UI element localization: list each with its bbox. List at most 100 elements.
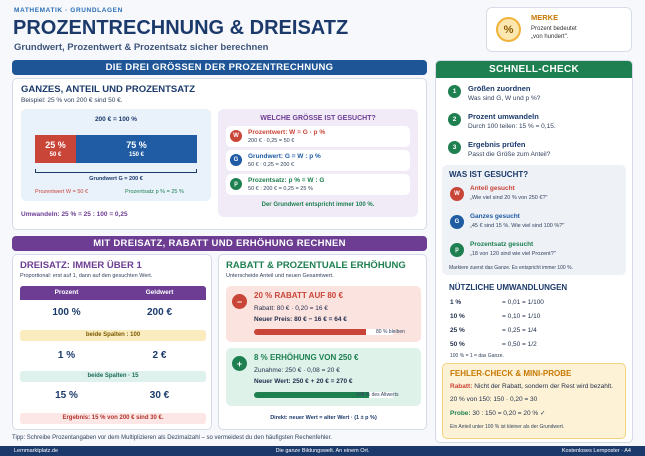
formula-row-prozentwert: W Prozentwert: W = G · p % 200 € · 0,25 … (226, 126, 410, 147)
step-2-sub: Durch 100 teilen: 15 % = 0,15. (468, 123, 556, 130)
step-3-sub: Passt die Größe zum Anteil? (468, 151, 551, 158)
section-bar-dreisatz: MIT DREISATZ, RABATT UND ERHÖHUNG RECHNE… (12, 236, 427, 251)
w-icon: W (230, 130, 242, 142)
fehler-line-3: Probe: 30 : 150 = 0,20 = 20 % ✓ (450, 409, 545, 417)
step-1-title: Größen zuordnen (468, 84, 531, 93)
conv-row-4-b: = 0,50 = 1/2 (502, 341, 537, 348)
segment-anteil-pct: 25 % (45, 140, 66, 150)
bar-segment-anteil: 25 % 50 € (35, 135, 76, 163)
conv-row-2-b: = 0,10 = 1/10 (502, 313, 541, 320)
formula-row-grundwert: G Grundwert: G = W : p % 50 € : 0,25 = 2… (226, 150, 410, 171)
rabatt-progress-fill (254, 329, 366, 335)
formula-title: Grundwert: G = W : p % (248, 153, 321, 160)
dreisatz-heading: DREISATZ: IMMER ÜBER 1 (20, 260, 142, 271)
footer-left[interactable]: Lernmarktplatz.de (14, 448, 59, 454)
rabatt-sub: Unterscheide Anteil und neuen Gesamtwert… (226, 273, 334, 279)
formula-example: 200 € · 0,25 = 50 € (248, 138, 295, 144)
fehler-note: Ein Anteil unter 100 % ist kleiner als d… (450, 424, 565, 430)
formula-title: Prozentwert: W = G · p % (248, 129, 326, 136)
rabatt-title: 20 % RABATT AUF 80 € (254, 291, 343, 300)
gesucht-ganzes-sub: „45 € sind 15 %. Wie viel sind 100 %?" (470, 223, 565, 229)
umwandlungen-title: NÜTZLICHE UMWANDLUNGEN (449, 283, 568, 292)
segment-rest-pct: 75 % (126, 140, 147, 150)
cell-r1-geld: 200 € (146, 307, 173, 318)
minus-icon: − (232, 294, 247, 309)
cell-r3-prozent: 15 % (55, 390, 78, 401)
conv-row-1-b: = 0,01 = 1/100 (502, 299, 544, 306)
fehler-line-1-key: Rabatt: (450, 383, 473, 390)
percent-icon: % (496, 17, 521, 42)
step-1-icon: 1 (448, 85, 461, 98)
step-2-title: Prozent umwandeln (468, 112, 539, 121)
conv-row-2-a: 10 % (450, 313, 465, 320)
erhoehung-example: + 8 % ERHÖHUNG VON 250 € Zunahme: 250 € … (226, 348, 421, 406)
kicker: MATHEMATIK · GRUNDLAGEN (14, 7, 123, 14)
segment-anteil-value: 50 € (49, 152, 62, 158)
plus-icon: + (232, 356, 247, 371)
step-multiply: beide Spalten · 15 (20, 371, 206, 382)
section-bar-groessen: DIE DREI GRÖSSEN DER PROZENTRECHNUNG (12, 60, 427, 75)
formula-example: 50 € : 0,25 = 200 € (248, 162, 295, 168)
merke-text: Prozent bedeutet „von hundert". (531, 25, 629, 41)
merke-title: MERKE (531, 13, 559, 22)
grundwert-note: Der Grundwert entspricht immer 100 %. (261, 202, 375, 208)
erhoehung-progress-label: 108 % des Altwerts (356, 392, 399, 398)
p-icon: p (450, 243, 464, 257)
gesucht-title: WAS IST GESUCHT? (449, 170, 529, 179)
fehler-line-3-val: 30 : 150 = 0,20 = 20 % ✓ (472, 410, 546, 417)
umwandlungen-box: NÜTZLICHE UMWANDLUNGEN 1 % = 0,01 = 1/10… (442, 281, 626, 359)
formula-example: 50 € : 200 € = 0,25 = 25 % (248, 186, 313, 192)
step-1-sub: Was sind G, W und p %? (468, 95, 541, 102)
cell-r2-prozent: 1 % (57, 350, 76, 361)
groessen-heading: GANZES, ANTEIL UND PROZENTSATZ (21, 84, 195, 95)
conv-note: 100 % = 1 = das Ganze. (450, 353, 504, 359)
gesucht-note: Markiere zuerst das Ganze. Es entspricht… (449, 265, 573, 271)
grundwert-label: Grundwert G = 200 € (89, 176, 143, 182)
tip-line: Tipp: Schreibe Prozentangaben vor dem Mu… (12, 435, 332, 441)
p-icon: p (230, 178, 242, 190)
gesucht-ganzes-title: Ganzes gesucht (470, 213, 520, 220)
erhoehung-line-2: Neuer Wert: 250 € + 20 € = 270 € (254, 378, 353, 385)
step-2-icon: 2 (448, 113, 461, 126)
rabatt-panel: RABATT & PROZENTUALE ERHÖHUNG Unterschei… (218, 254, 427, 430)
conv-row-4-a: 50 % (450, 341, 465, 348)
step-3-title: Ergebnis prüfen (468, 140, 526, 149)
g-icon: G (230, 154, 242, 166)
bar-model: 200 € = 100 % 25 % 50 € 75 % 150 € Grund… (21, 109, 211, 201)
rabatt-line-1: Rabatt: 80 € · 0,20 = 16 € (254, 305, 328, 312)
bar-model-total: 200 € = 100 % (94, 116, 138, 123)
segment-rest-value: 150 € (128, 152, 144, 158)
formula-row-prozentsatz: p Prozentsatz: p % = W : G 50 € : 200 € … (226, 174, 410, 195)
conv-row-3-a: 25 % (450, 327, 465, 334)
step-3-icon: 3 (448, 141, 461, 154)
erhoehung-line-1: Zunahme: 250 € · 0,08 = 20 € (254, 367, 340, 374)
cell-r3-geld: 30 € (149, 390, 170, 401)
gesucht-anteil-sub: „Wie viel sind 20 % von 250 €?" (470, 195, 548, 201)
footer: Lernmarktplatz.de Die ganze Bildungswelt… (0, 446, 645, 456)
rabatt-example: − 20 % RABATT AUF 80 € Rabatt: 80 € · 0,… (226, 286, 421, 342)
groessen-example: Beispiel: 25 % von 200 € sind 50 €. (21, 97, 123, 104)
formula-title: Prozentsatz: p % = W : G (248, 177, 325, 184)
fehler-line-3-key: Probe: (450, 410, 471, 417)
fehler-check-box: FEHLER-CHECK & MINI-PROBE Rabatt: Nicht … (442, 363, 626, 439)
conv-row-1-a: 1 % (450, 299, 462, 306)
rabatt-progress (254, 329, 394, 335)
gesucht-satz-sub: „18 von 120 sind wie viel Prozent?" (470, 251, 556, 257)
rabatt-heading: RABATT & PROZENTUALE ERHÖHUNG (226, 260, 406, 271)
cell-r1-prozent: 100 % (52, 307, 81, 318)
col-prozent: Prozent (54, 289, 79, 296)
g-icon: G (450, 215, 464, 229)
gesucht-box: WAS IST GESUCHT? W Anteil gesucht „Wie v… (442, 165, 626, 275)
gesucht-satz-title: Prozentsatz gesucht (470, 241, 534, 248)
rabatt-line-2: Neuer Preis: 80 € − 16 € = 64 € (254, 316, 347, 323)
merke-line-1: Prozent bedeutet (531, 26, 577, 32)
step-divide: beide Spalten : 100 (20, 330, 206, 341)
gesucht-formulas: WELCHE GRÖSSE IST GESUCHT? W Prozentwert… (218, 109, 418, 217)
direkt-formula: Direkt: neuer Wert = alter Wert · (1 ± p… (270, 415, 377, 421)
page-title: PROZENTRECHNUNG & DREISATZ (13, 17, 349, 39)
umwandeln-hint: Umwandeln: 25 % = 25 : 100 = 0,25 (21, 211, 128, 218)
fehler-line-1: Rabatt: Nicht der Rabatt, sondern der Re… (450, 383, 625, 390)
fehler-title: FEHLER-CHECK & MINI-PROBE (450, 369, 572, 378)
dreisatz-result: Ergebnis: 15 % von 200 € sind 30 €. (20, 413, 206, 424)
footer-center: Die ganze Bildungswelt. An einem Ort. (275, 448, 370, 454)
